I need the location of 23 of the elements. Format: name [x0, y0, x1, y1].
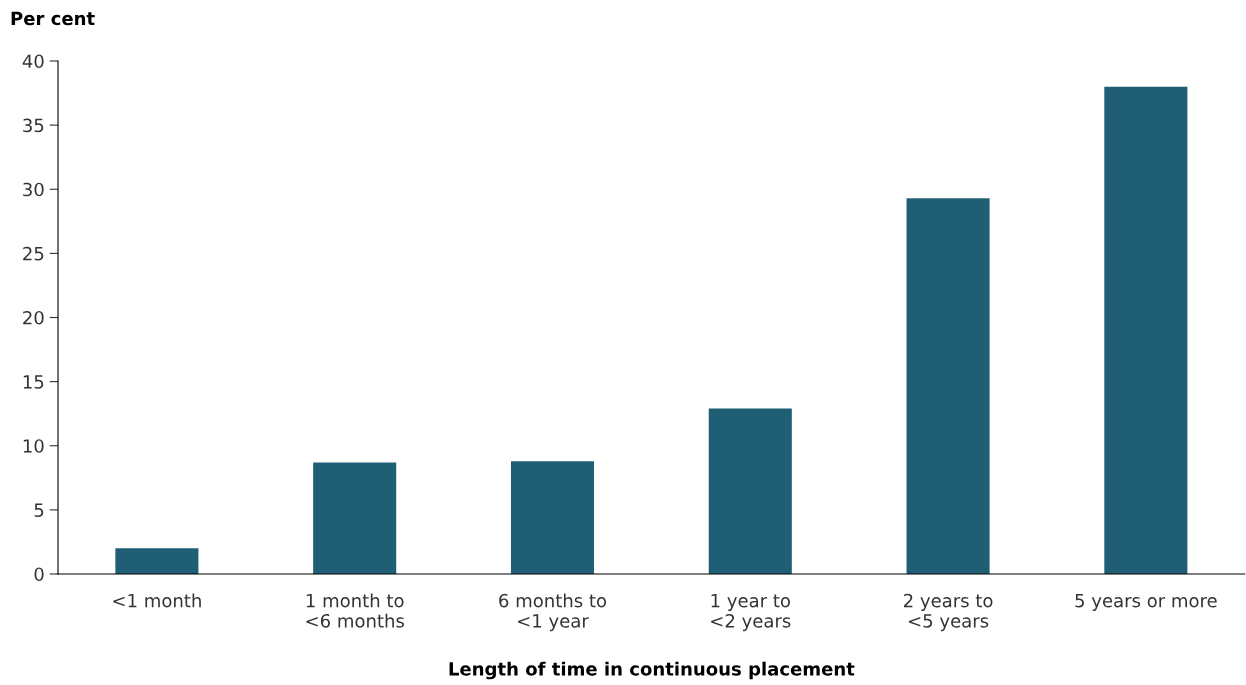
bar: [115, 548, 199, 574]
bar: [708, 408, 792, 574]
x-axis-title: Length of time in continuous placement: [449, 661, 855, 680]
y-tick-label: 35: [23, 118, 44, 133]
y-tick-label: 5: [34, 503, 44, 517]
x-tick-label: 1 month to <6 months: [306, 593, 404, 628]
y-tick-label: 15: [23, 375, 44, 389]
x-tick-label: 6 months to <1 year: [499, 593, 607, 632]
bar: [510, 461, 595, 574]
y-tick-label: 30: [23, 182, 44, 197]
bar: [313, 462, 397, 574]
x-tick-label: 1 year to <2 years: [711, 594, 791, 632]
x-tick-label: 5 years or more: [1075, 594, 1217, 611]
y-tick-label: 10: [23, 439, 44, 453]
y-tick-label: 25: [23, 246, 44, 261]
bar: [1104, 86, 1188, 574]
x-tick-label: 2 years to <5 years: [904, 593, 993, 632]
bar: [906, 198, 990, 574]
x-tick-label: <1 month: [113, 593, 201, 608]
y-axis-title: Per cent: [11, 11, 95, 26]
y-tick-label: 40: [22, 54, 44, 69]
y-tick-label: 0: [34, 567, 44, 582]
y-tick-label: 20: [23, 310, 44, 325]
